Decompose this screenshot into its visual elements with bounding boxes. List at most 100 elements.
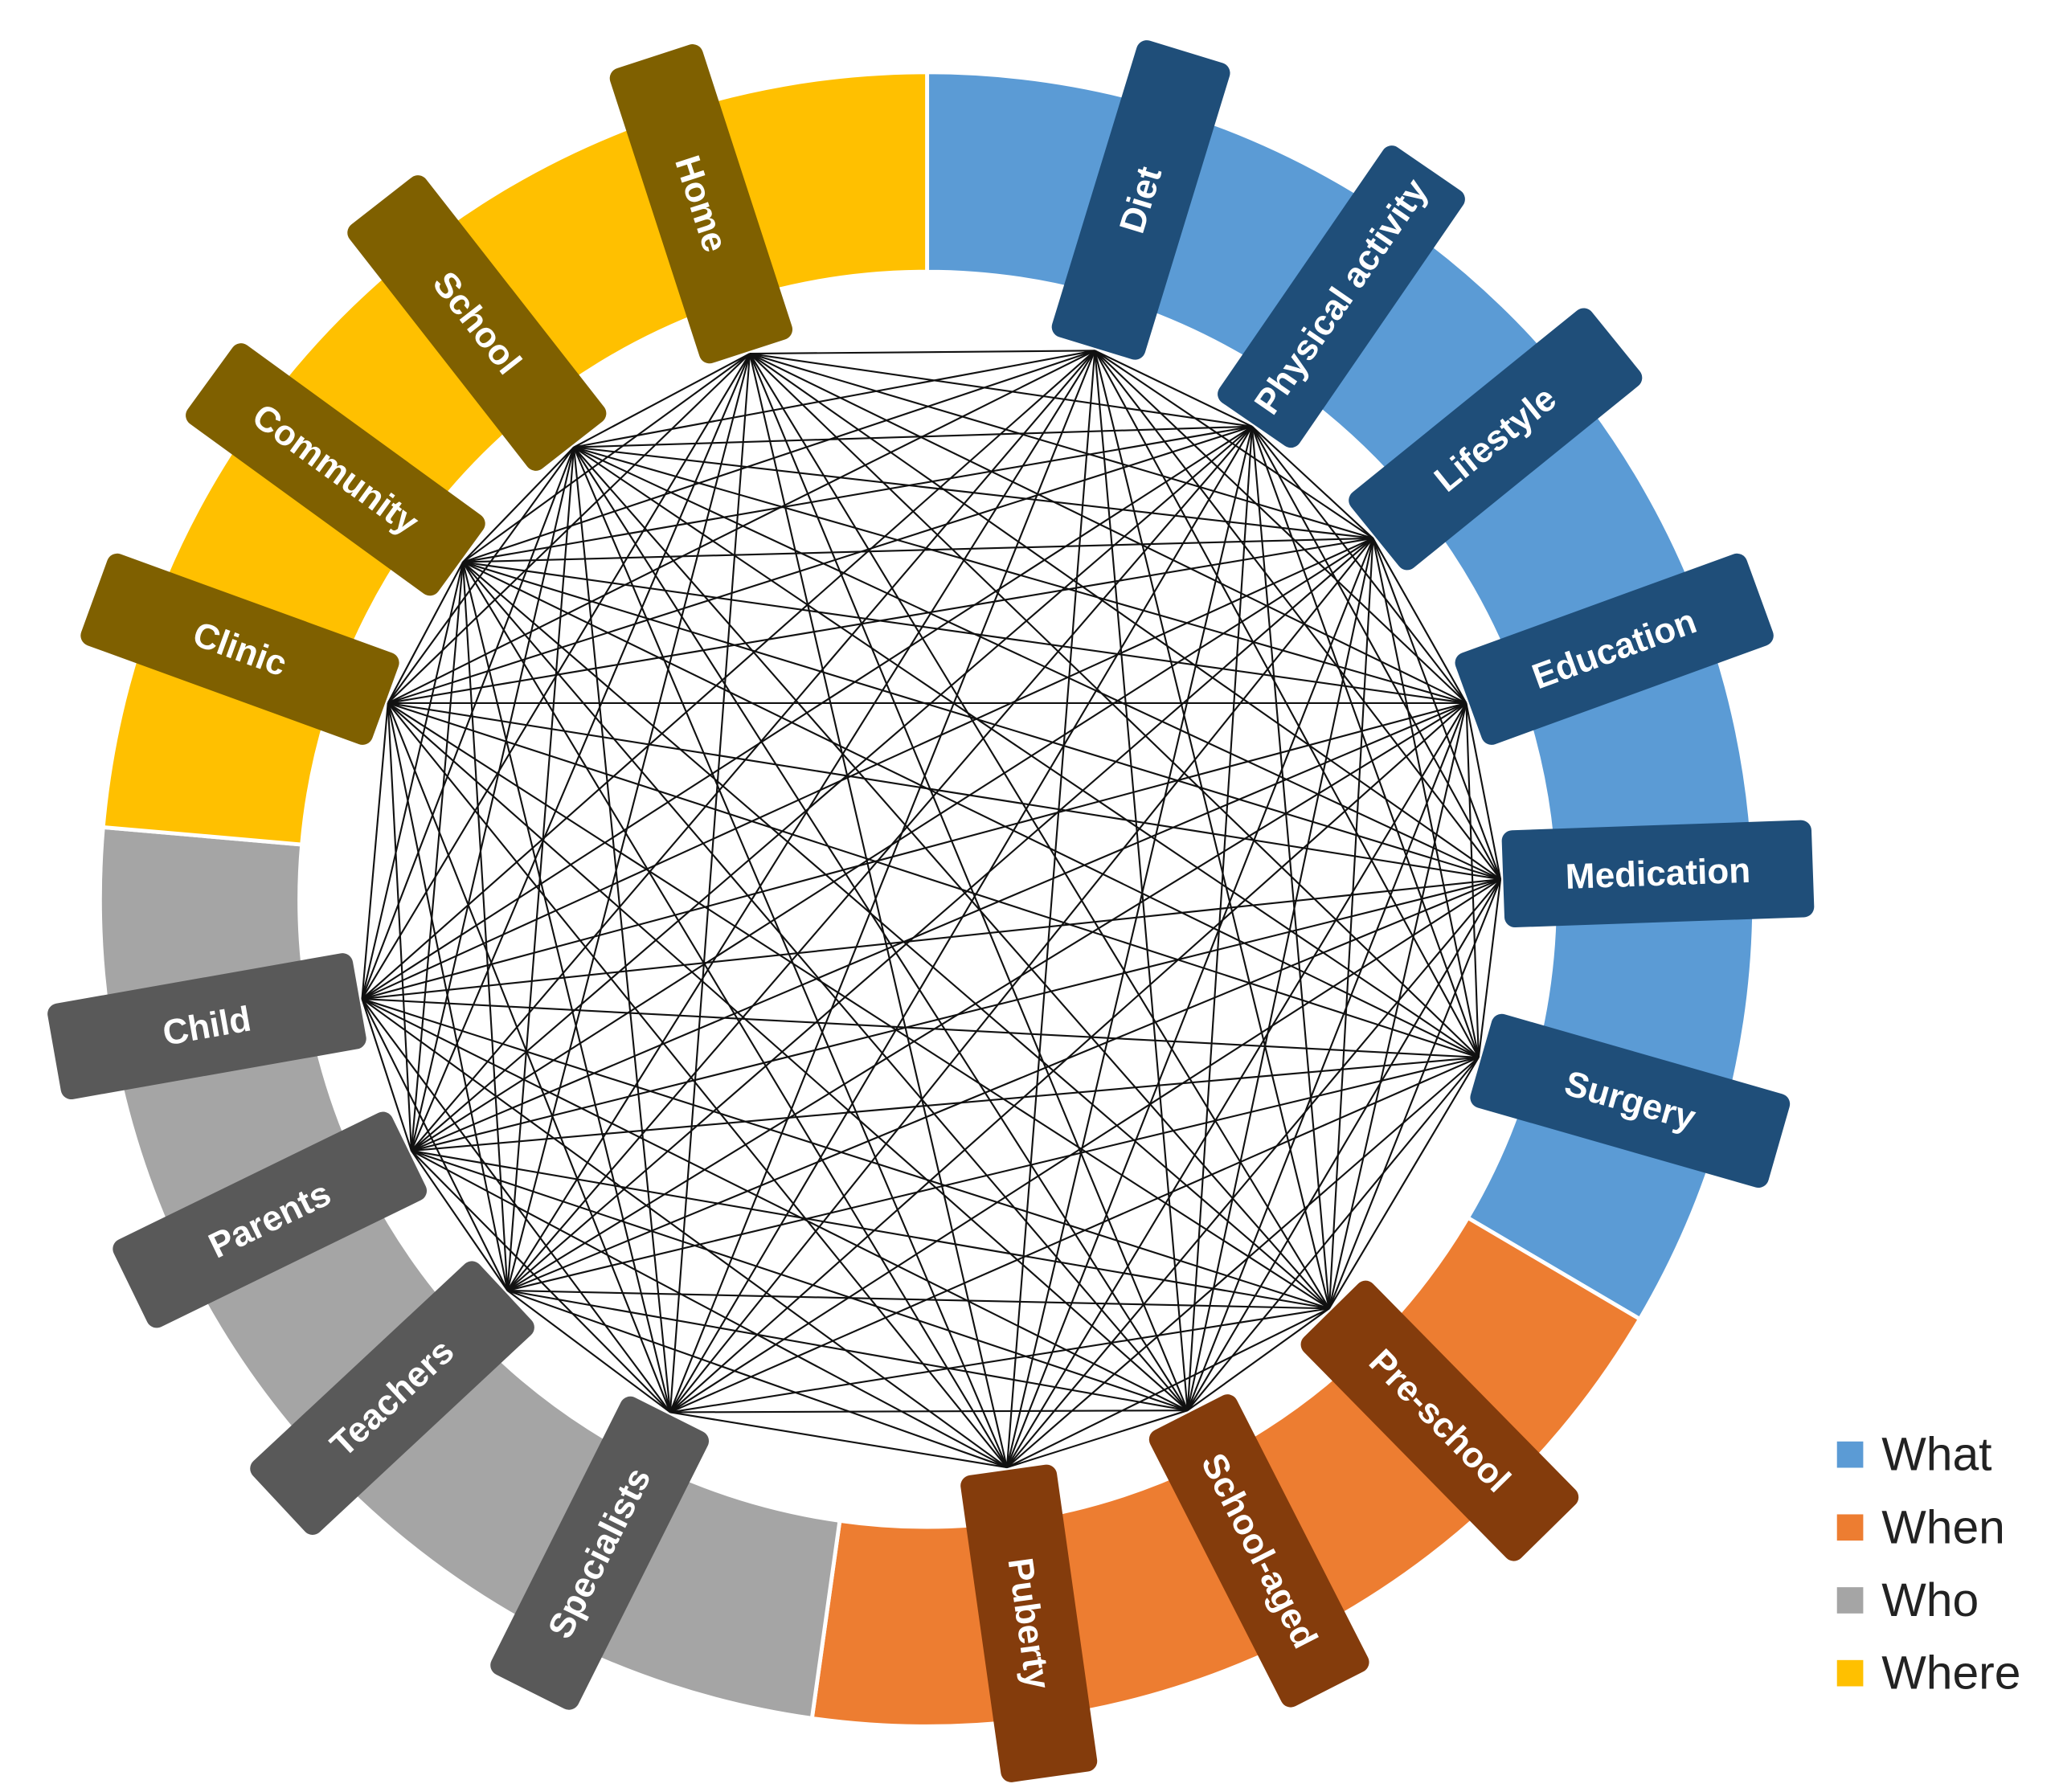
edge (1006, 1409, 1189, 1469)
edge (387, 702, 1008, 1468)
node-label: Medication (1501, 820, 1815, 928)
edge (387, 702, 1480, 1058)
edge (411, 350, 1096, 1152)
label-box (609, 44, 793, 364)
edge (462, 561, 1330, 1310)
edge (362, 878, 1501, 1000)
edge (1006, 878, 1501, 1468)
edge (387, 702, 671, 1413)
edge (506, 350, 1096, 1291)
edge (1372, 538, 1502, 880)
edge (361, 998, 412, 1152)
edge (1372, 538, 1467, 704)
edge (387, 561, 464, 704)
edge (748, 353, 1189, 1411)
edge (1328, 1057, 1480, 1309)
edge (362, 997, 1479, 1058)
edge (387, 350, 1095, 704)
edge (1465, 702, 1480, 1058)
edge (411, 1150, 671, 1414)
edge (572, 447, 671, 1413)
edge (1005, 426, 1253, 1468)
edge (1186, 1057, 1480, 1411)
edge (669, 426, 1253, 1413)
edge (1094, 350, 1373, 539)
label-box (1218, 145, 1465, 448)
node-label: School-aged (1148, 1394, 1369, 1708)
edge (749, 353, 1480, 1058)
edge (411, 537, 1373, 1152)
edge (387, 353, 751, 704)
edge (387, 702, 1330, 1310)
label-box (113, 1111, 428, 1328)
label-box (1051, 40, 1230, 360)
edge (362, 537, 1373, 1000)
edge (507, 1056, 1480, 1292)
edge (507, 1289, 1329, 1310)
edge (361, 998, 671, 1414)
edge (462, 425, 1253, 563)
label-box (80, 553, 399, 745)
edge (1465, 702, 1502, 880)
edge (669, 1411, 1008, 1469)
label-box (1148, 1394, 1369, 1708)
edge (749, 353, 1501, 881)
edge (411, 1150, 1189, 1412)
edge (573, 447, 1008, 1468)
edge (1477, 879, 1502, 1058)
label-box (490, 1396, 710, 1710)
edge (411, 425, 1253, 1152)
label-box (1455, 553, 1774, 745)
edge (361, 353, 751, 1000)
edge (1187, 1307, 1330, 1412)
edge (362, 702, 1467, 1000)
edge (411, 1150, 1008, 1469)
edge (411, 1150, 1330, 1310)
edge (506, 1290, 671, 1414)
edge (361, 447, 575, 1000)
edge (748, 353, 1008, 1468)
edge (410, 562, 465, 1152)
edge (387, 425, 1253, 704)
edge (1006, 702, 1467, 1468)
edge (507, 878, 1501, 1291)
edge (669, 1307, 1330, 1414)
edge (1094, 350, 1253, 428)
edge (387, 446, 575, 704)
edge (410, 353, 751, 1152)
edge (1006, 1057, 1480, 1468)
edge (462, 561, 1480, 1058)
legend-swatch (1836, 1659, 1864, 1687)
edge (462, 561, 1467, 704)
edge (506, 447, 575, 1291)
edge (1005, 538, 1374, 1468)
edges (361, 350, 1502, 1469)
edge (387, 702, 1189, 1411)
node-label: Diet (1051, 40, 1230, 360)
edge (749, 353, 1330, 1309)
edge (1186, 538, 1374, 1411)
edge (361, 562, 465, 1000)
node-label: Parents (113, 1111, 428, 1328)
edge (573, 350, 1095, 448)
edge (749, 353, 1253, 428)
edge (1251, 426, 1501, 880)
edge (1251, 425, 1374, 539)
edge (749, 350, 1095, 355)
edge (574, 425, 1252, 448)
node-label: Surgery (1470, 1013, 1791, 1189)
edge (1251, 426, 1480, 1058)
edge (461, 562, 509, 1291)
edge (1186, 426, 1254, 1411)
legend-label: What (1881, 1429, 1991, 1481)
label-box (1501, 820, 1815, 928)
node-text: Medication (1565, 851, 1751, 897)
edge (1251, 426, 1331, 1309)
edge (411, 702, 1467, 1152)
edge (507, 1289, 1188, 1412)
edge (461, 562, 671, 1413)
edge (573, 446, 1467, 704)
edge (361, 702, 389, 1000)
edge (669, 1056, 1480, 1414)
